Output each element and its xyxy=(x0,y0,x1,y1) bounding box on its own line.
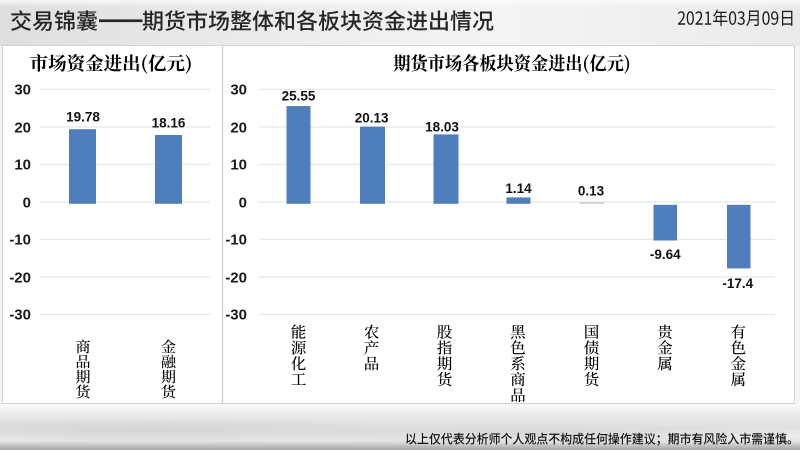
svg-text:19.78: 19.78 xyxy=(66,110,100,125)
svg-text:-9.64: -9.64 xyxy=(650,247,681,262)
svg-text:0: 0 xyxy=(239,194,247,211)
svg-text:-30: -30 xyxy=(225,307,247,324)
svg-text:-17.4: -17.4 xyxy=(722,276,753,291)
svg-text:30: 30 xyxy=(14,82,31,99)
svg-text:20: 20 xyxy=(230,119,247,136)
svg-text:10: 10 xyxy=(14,157,31,174)
svg-text:10: 10 xyxy=(230,157,247,174)
svg-text:-20: -20 xyxy=(9,269,31,286)
svg-text:20: 20 xyxy=(14,119,31,136)
svg-text:25.55: 25.55 xyxy=(282,89,316,104)
svg-text:-30: -30 xyxy=(9,307,31,324)
svg-text:30: 30 xyxy=(230,82,247,99)
svg-text:18.03: 18.03 xyxy=(425,120,459,135)
svg-text:1.14: 1.14 xyxy=(505,181,532,196)
svg-text:-10: -10 xyxy=(225,232,247,249)
svg-text:18.16: 18.16 xyxy=(152,116,186,131)
svg-text:-10: -10 xyxy=(9,232,31,249)
svg-text:-20: -20 xyxy=(225,269,247,286)
svg-text:0.13: 0.13 xyxy=(578,184,605,199)
svg-text:0: 0 xyxy=(23,194,31,211)
svg-text:20.13: 20.13 xyxy=(355,111,389,126)
